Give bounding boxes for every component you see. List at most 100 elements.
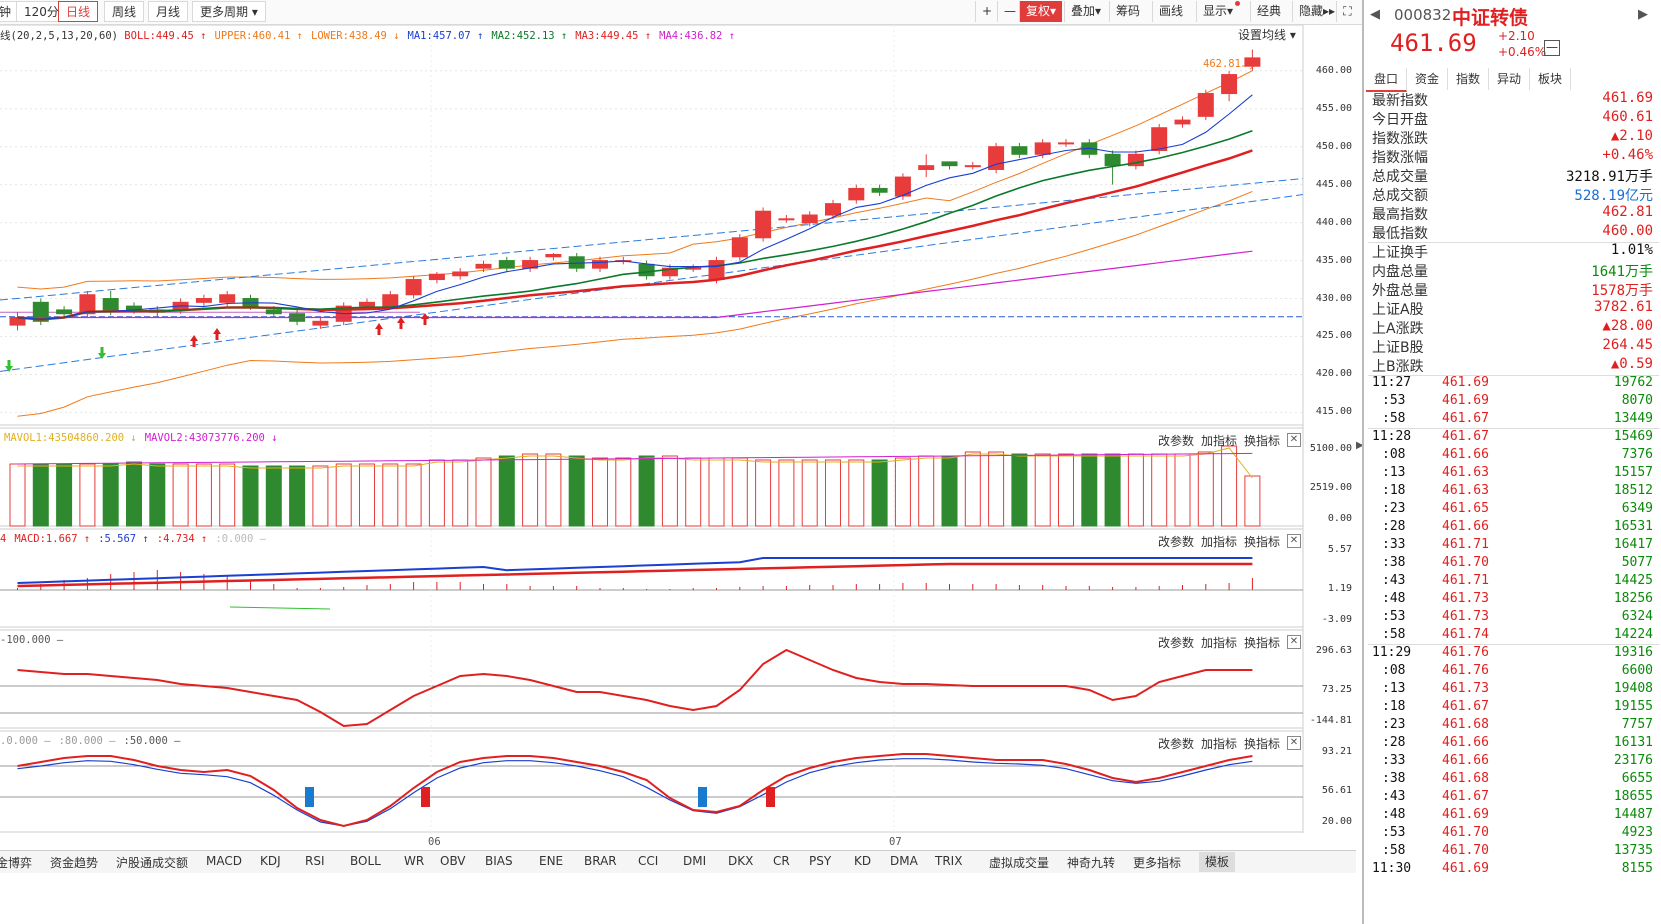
indicator-tab[interactable]: PSY [809,854,832,868]
chevron-down-icon: ▾ [1050,4,1057,18]
volume-bar [56,463,73,527]
indicator-tab[interactable]: WR [404,854,425,868]
modify-params-button[interactable]: 改参数 [1158,636,1195,650]
hide-button[interactable]: 隐藏▸▸ [1292,1,1341,22]
add-indicator-button[interactable]: 加指标 [1201,737,1238,751]
notification-dot-icon [1235,1,1241,6]
sub-axis-label: 296.63 [1315,645,1352,656]
fullscreen-icon[interactable]: ⛶ [1336,1,1358,22]
indicator-tab[interactable]: TRIX [935,854,963,868]
close-panel-icon[interactable]: ✕ [1287,736,1301,750]
legend-label: MA3:449.45 [575,30,639,42]
back-arrow-icon[interactable]: ◀ [1370,7,1380,22]
indicator-tab[interactable]: 神奇九转 [1067,856,1116,870]
indicator-tab[interactable]: CCI [638,854,659,868]
indicator-tab[interactable]: BOLL [350,854,381,868]
switch-indicator-button[interactable]: 换指标 [1244,434,1281,448]
indicator-tab[interactable]: DMA [890,854,918,868]
indicator-tab[interactable]: MACD [206,854,242,868]
switch-indicator-button[interactable]: 换指标 [1244,636,1281,650]
tick-time: :43 [1382,573,1406,588]
quote-row-value: 1.01% [1610,242,1653,258]
forward-arrow-icon[interactable]: ▶ [1638,7,1648,22]
draw-line-button[interactable]: 画线 [1152,1,1189,22]
tick-price: 461.74 [1442,627,1489,642]
modify-params-button[interactable]: 改参数 [1158,535,1195,549]
indicator-tab[interactable]: 虚拟成交量 [989,856,1050,870]
close-panel-icon[interactable]: ✕ [1287,433,1301,447]
add-indicator-button[interactable]: 加指标 [1201,434,1238,448]
quote-panel: ◀ 000832 中证转债 ▶ 461.69 +2.10 +0.46% — 盘口… [1362,0,1661,924]
quote-tab[interactable]: 资金 [1407,68,1448,90]
indicator-tab[interactable]: 金博弈 [0,856,33,870]
modify-params-button[interactable]: 改参数 [1158,434,1195,448]
volume-bar [265,465,282,527]
indicator-tab[interactable]: KDJ [260,854,281,868]
period-daily-tab[interactable]: 日线 [58,1,99,22]
quote-row-label: 上A涨跌 [1372,321,1424,337]
set-ma-dropdown[interactable]: 设置均线 ▾ [1238,26,1296,43]
indicator-tab[interactable]: RSI [305,854,325,868]
indicator-tab[interactable]: OBV [440,854,466,868]
chip-button[interactable]: 筹码 [1109,1,1146,22]
tick-volume: 19316 [1613,645,1653,660]
max-price-label: 462.81 [1203,58,1241,70]
price-axis-label: 445.00 [1315,178,1352,190]
legend-label: .0.000 [0,735,38,747]
tick-time: :23 [1382,501,1406,516]
quote-tab[interactable]: 盘口 [1366,68,1407,92]
quote-tab[interactable]: 指数 [1448,68,1489,90]
indicator-tab[interactable]: 资金趋势 [50,856,99,870]
candle-body [871,187,888,193]
macd-chart [17,557,1253,610]
indicator-tab[interactable]: ENE [539,854,564,868]
switch-indicator-button[interactable]: 换指标 [1244,737,1281,751]
close-panel-icon[interactable]: ✕ [1287,635,1301,649]
volume-bar [1244,475,1261,527]
tick-volume: 16531 [1613,519,1653,534]
close-panel-icon[interactable]: ✕ [1287,534,1301,548]
period-monthly-tab[interactable]: 月线 [148,1,189,22]
indicator-tab[interactable]: DKX [728,854,754,868]
add-indicator-button[interactable]: 加指标 [1201,636,1238,650]
display-dropdown[interactable]: 显示▾ [1196,1,1246,22]
tick-time: :23 [1382,717,1406,732]
tick-price: 461.68 [1442,771,1489,786]
indicator-tab[interactable]: 更多指标 [1133,856,1182,870]
kline-chart[interactable] [0,25,1356,850]
candle-body [755,210,772,239]
add-indicator-button[interactable]: 加指标 [1201,535,1238,549]
collapse-icon[interactable]: — [1544,40,1560,56]
price-axis-label: 450.00 [1315,140,1352,152]
indicator-tab[interactable]: BRAR [584,854,617,868]
adjust-price-dropdown[interactable]: 复权▾ [1019,1,1063,22]
zoom-in-button[interactable]: + [975,1,997,22]
sell-arrow-icon [5,360,13,372]
indicator-tab[interactable]: CR [773,854,790,868]
indicator-tab[interactable]: 沪股通成交额 [116,856,189,870]
quote-tab[interactable]: 异动 [1489,68,1530,90]
more-periods-dropdown[interactable]: 更多周期 ▾ [192,1,266,22]
overlay-dropdown[interactable]: 叠加▾ [1064,1,1107,22]
period-weekly-tab[interactable]: 周线 [104,1,145,22]
candle-body [312,320,329,326]
indicator-tab[interactable]: DMI [683,854,707,868]
tick-price: 461.67 [1442,699,1489,714]
candle-body [638,263,655,277]
tick-price: 461.73 [1442,591,1489,606]
volume-bar [522,453,539,527]
switch-indicator-button[interactable]: 换指标 [1244,535,1281,549]
volume-bar [9,463,26,527]
zoom-out-button[interactable]: — [997,1,1019,22]
candle-body [1197,93,1214,117]
classic-button[interactable]: 经典 [1250,1,1287,22]
adjust-price-label: 复权 [1026,4,1051,18]
indicator-tab[interactable]: KD [854,854,872,868]
tick-time: 11:30 [1372,861,1412,876]
quote-tab[interactable]: 板块 [1530,68,1571,90]
modify-params-button[interactable]: 改参数 [1158,737,1195,751]
collapse-panel-icon[interactable]: ▶ [1356,440,1364,451]
indicator-tab[interactable]: BIAS [485,854,513,868]
tick-price: 461.76 [1442,645,1489,660]
indicator-tab[interactable]: 模板 [1199,852,1236,872]
